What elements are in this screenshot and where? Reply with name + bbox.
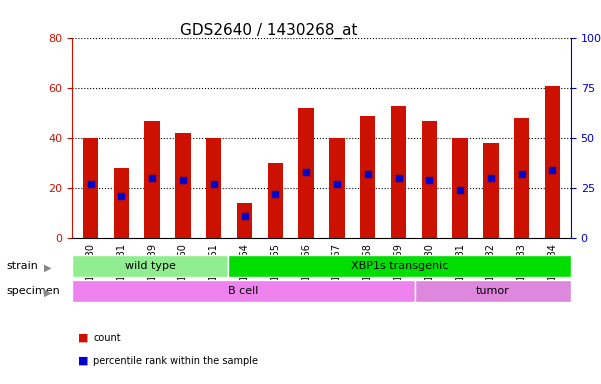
Text: ■: ■ [78,333,88,343]
Bar [114,168,129,238]
FancyBboxPatch shape [72,280,415,302]
Bar [83,138,99,238]
Bar [360,116,376,238]
Bar [514,118,529,238]
Bar [422,121,437,238]
Text: tumor: tumor [476,286,510,296]
Text: specimen: specimen [6,286,59,296]
Text: ■: ■ [78,356,88,366]
Text: GDS2640 / 1430268_at: GDS2640 / 1430268_at [180,23,358,39]
Bar [206,138,221,238]
Text: ▶: ▶ [44,288,51,298]
Bar [483,143,499,238]
Bar [453,138,468,238]
Bar [299,108,314,238]
FancyBboxPatch shape [72,255,228,277]
Bar [267,163,283,238]
Bar [144,121,160,238]
FancyBboxPatch shape [415,280,571,302]
Bar [391,106,406,238]
Text: wild type: wild type [124,261,175,271]
Text: percentile rank within the sample: percentile rank within the sample [93,356,258,366]
Bar [329,138,344,238]
Text: strain: strain [6,261,38,271]
FancyBboxPatch shape [228,255,571,277]
Bar [545,86,560,238]
Text: XBP1s transgenic: XBP1s transgenic [351,261,448,271]
Bar [175,133,191,238]
Text: count: count [93,333,121,343]
Text: ▶: ▶ [44,263,51,273]
Text: B cell: B cell [228,286,259,296]
Bar [237,203,252,238]
